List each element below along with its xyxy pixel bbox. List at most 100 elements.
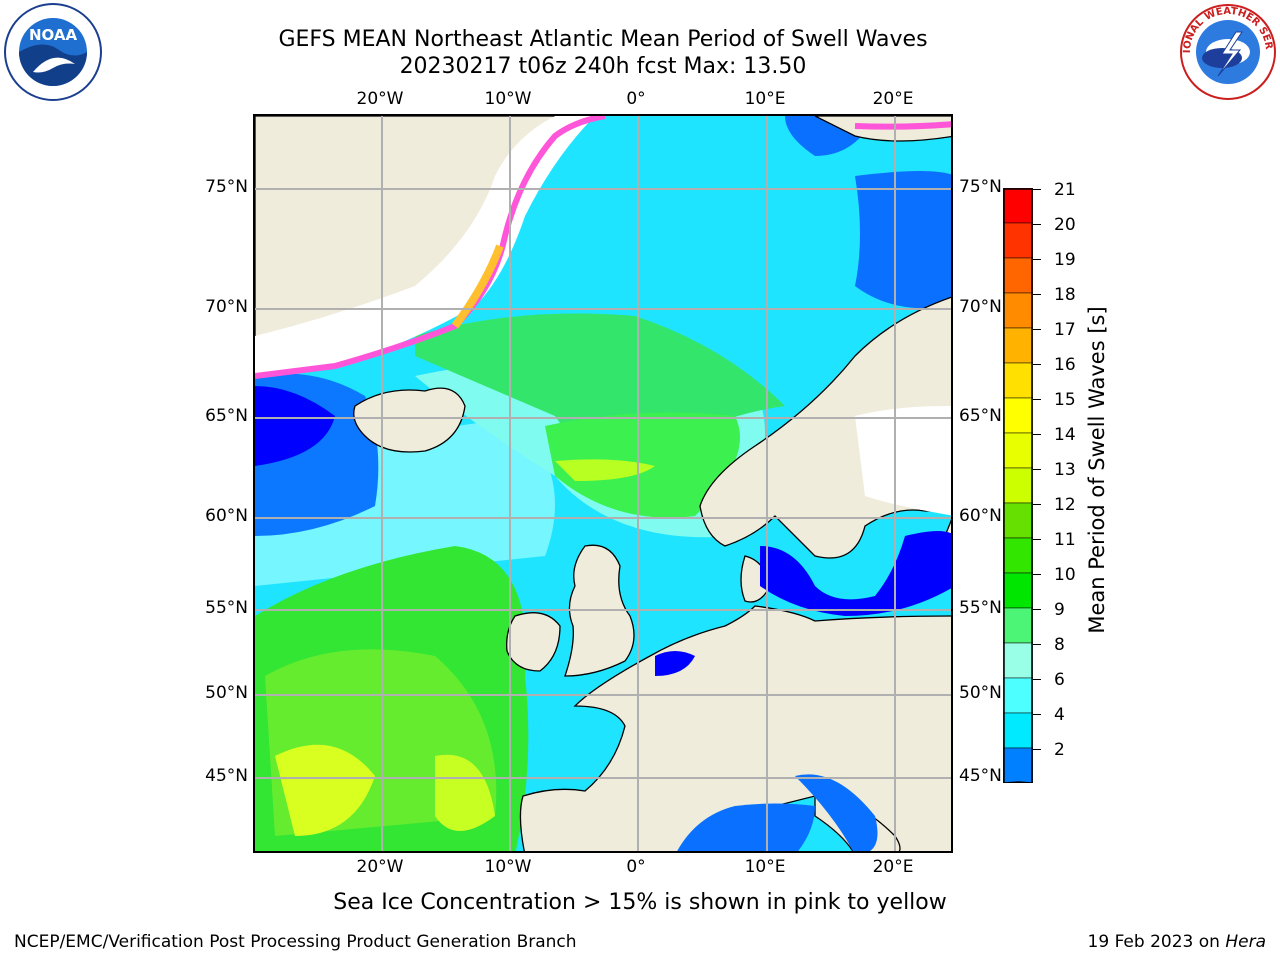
left-tick-label: 65°N	[205, 406, 248, 426]
colorbar-tick-label: 13	[1054, 460, 1076, 480]
footer-date-text: 19 Feb 2023 on	[1087, 932, 1226, 952]
sea-ice-note: Sea Ice Concentration > 15% is shown in …	[333, 890, 947, 915]
bottom-tick-label: 10°W	[484, 857, 532, 877]
colorbar-tick-mark	[1033, 539, 1041, 540]
map-gridlines	[255, 116, 951, 851]
right-tick-label: 70°N	[959, 297, 1002, 317]
colorbar-tick-mark	[1033, 364, 1041, 365]
colorbar-tick-mark	[1033, 469, 1041, 470]
colorbar-tick-label: 17	[1054, 320, 1076, 340]
swell-band-3-mediterranean	[677, 803, 815, 851]
colorbar-tick-label: 16	[1054, 355, 1076, 375]
colorbar-tick-mark	[1033, 574, 1041, 575]
colorbar-tick-label: 9	[1054, 600, 1065, 620]
colorbar-tick-label: 8	[1054, 635, 1065, 655]
ice-edge-yellow	[451, 244, 504, 329]
colorbar-segment	[1002, 572, 1034, 609]
colorbar-tick-mark	[1033, 224, 1041, 225]
colorbar-tick-mark	[1033, 259, 1041, 260]
colorbar-tick-mark	[1033, 679, 1041, 680]
right-tick-label: 45°N	[959, 766, 1002, 786]
footer-producer: NCEP/EMC/Verification Post Processing Pr…	[14, 932, 577, 952]
colorbar-segment	[1002, 222, 1034, 259]
top-tick-label: 10°E	[744, 89, 786, 109]
swell-band-3-barents	[855, 171, 951, 309]
top-tick-label: 20°E	[872, 89, 914, 109]
colorbar-graphic	[1002, 187, 1034, 784]
colorbar-segment	[1002, 677, 1034, 714]
colorbar-tick-mark	[1033, 189, 1041, 190]
colorbar-outline	[1003, 188, 1033, 784]
nws-logo: NATIONAL WEATHER SERVICE	[1174, 0, 1278, 102]
top-tick-label: 10°W	[484, 89, 532, 109]
colorbar-tick-label: 20	[1054, 215, 1076, 235]
chart-subtitle-run-info: 20230217 t06z 240h fcst Max: 13.50	[399, 54, 807, 79]
colorbar-tick-label: 21	[1054, 180, 1076, 200]
colorbar-segment	[1002, 712, 1034, 749]
colorbar-segment	[1002, 607, 1034, 644]
chart-title: GEFS MEAN Northeast Atlantic Mean Period…	[278, 27, 928, 52]
right-tick-label: 65°N	[959, 406, 1002, 426]
left-tick-label: 60°N	[205, 506, 248, 526]
map-panel	[253, 114, 953, 853]
ice-edge-pink-svalbard	[854, 121, 951, 130]
colorbar-segment	[1002, 537, 1034, 574]
colorbar-tick-label: 4	[1054, 705, 1065, 725]
map-canvas	[255, 116, 951, 851]
colorbar-tick-label: 10	[1054, 565, 1076, 585]
colorbar-segment	[1002, 187, 1034, 224]
right-tick-label: 55°N	[959, 598, 1002, 618]
bottom-tick-label: 20°E	[872, 857, 914, 877]
colorbar-tick-label: 14	[1054, 425, 1076, 445]
colorbar-segment	[1002, 747, 1034, 784]
colorbar-tick-label: 18	[1054, 285, 1076, 305]
bottom-tick-label: 20°W	[356, 857, 404, 877]
swell-band-2-channel	[655, 651, 695, 676]
colorbar-tick-mark	[1033, 644, 1041, 645]
noaa-logo-text: NOAA	[29, 26, 78, 44]
colorbar-tick-label: 15	[1054, 390, 1076, 410]
swell-band-12	[555, 459, 655, 481]
swell-band-3-adriatic	[795, 774, 878, 851]
right-tick-label: 50°N	[959, 683, 1002, 703]
colorbar-segment	[1002, 397, 1034, 434]
bottom-tick-label: 10°E	[744, 857, 786, 877]
colorbar-tick-mark	[1033, 504, 1041, 505]
noaa-logo: NOAA	[3, 2, 103, 102]
colorbar-tick-mark	[1033, 329, 1041, 330]
bottom-tick-label: 0°	[626, 857, 646, 877]
colorbar-tick-mark	[1033, 609, 1041, 610]
colorbar-tick-label: 11	[1054, 530, 1076, 550]
colorbar-tick-mark	[1033, 749, 1041, 750]
colorbar-label: Mean Period of Swell Waves [s]	[1085, 306, 1109, 634]
top-tick-label: 0°	[626, 89, 646, 109]
colorbar-segment	[1002, 502, 1034, 539]
colorbar-segment	[1002, 362, 1034, 399]
swell-band-2-baltic	[760, 531, 951, 616]
swell-band-13-east	[435, 754, 495, 831]
right-tick-label: 75°N	[959, 177, 1002, 197]
colorbar-tick-label: 2	[1054, 740, 1065, 760]
colorbar-tick-label: 12	[1054, 495, 1076, 515]
footer-date: 19 Feb 2023 on Hera	[1088, 932, 1266, 952]
colorbar-segment	[1002, 467, 1034, 504]
footer-host: Hera	[1225, 932, 1266, 952]
colorbar-segment	[1002, 292, 1034, 329]
left-tick-label: 45°N	[205, 766, 248, 786]
left-tick-label: 55°N	[205, 598, 248, 618]
colorbar-segment	[1002, 257, 1034, 294]
swell-band-2-denmark-strait	[255, 386, 335, 466]
left-tick-label: 50°N	[205, 683, 248, 703]
colorbar-tick-mark	[1033, 294, 1041, 295]
colorbar	[1002, 187, 1034, 784]
left-tick-label: 75°N	[205, 177, 248, 197]
right-tick-label: 60°N	[959, 506, 1002, 526]
left-tick-label: 70°N	[205, 297, 248, 317]
colorbar-tick-mark	[1033, 434, 1041, 435]
colorbar-tick-mark	[1033, 714, 1041, 715]
ireland	[506, 612, 561, 672]
colorbar-tick-label: 6	[1054, 670, 1065, 690]
colorbar-tick-mark	[1033, 399, 1041, 400]
colorbar-segment	[1002, 642, 1034, 679]
top-tick-label: 20°W	[356, 89, 404, 109]
